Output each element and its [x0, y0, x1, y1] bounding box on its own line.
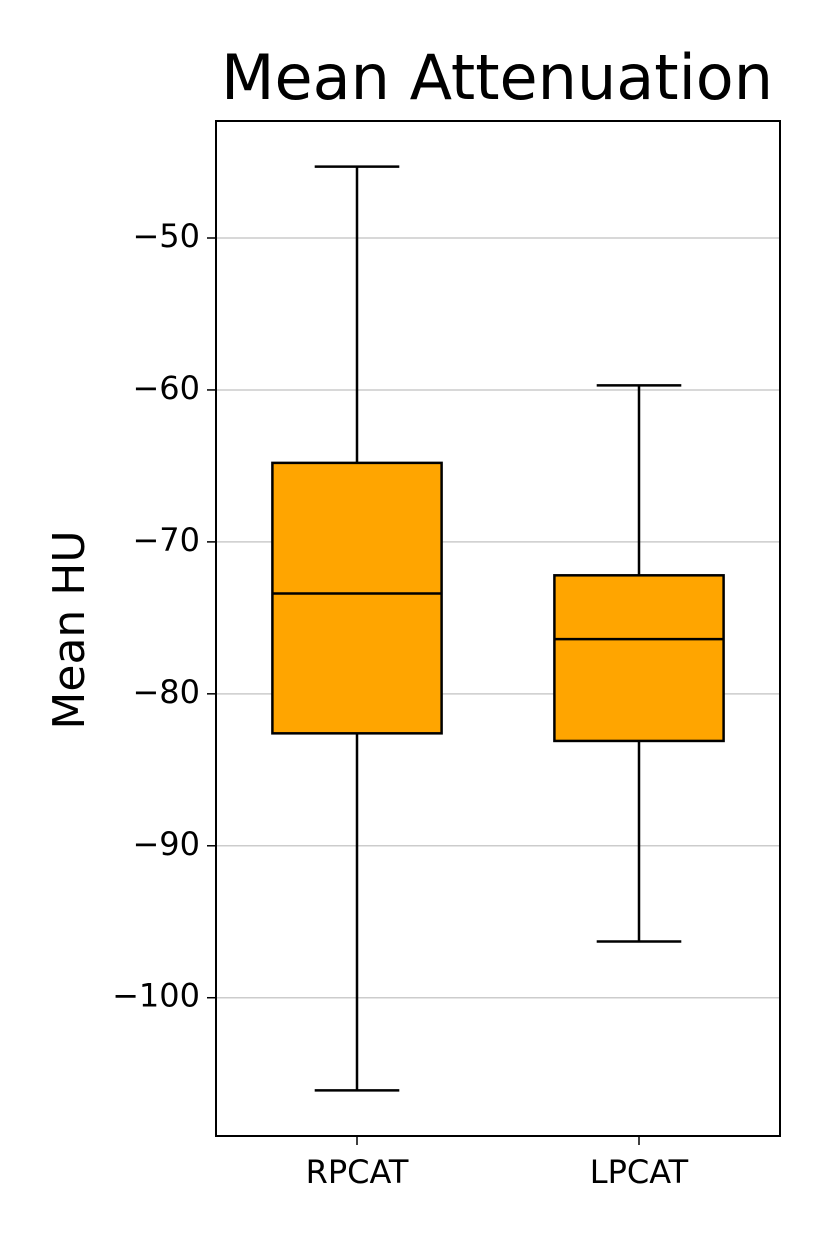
box [271, 461, 443, 735]
y-tick-label: −90 [132, 825, 200, 863]
y-tick-label: −100 [112, 977, 200, 1015]
chart-title: Mean Attenuation [221, 41, 773, 114]
x-tick-label: LPCAT [590, 1153, 689, 1191]
y-tick-label: −80 [132, 673, 200, 711]
plot-frame [215, 120, 781, 1137]
y-tick-label: −50 [132, 217, 200, 255]
y-tick-label: −70 [132, 521, 200, 559]
y-tick-label: −60 [132, 369, 200, 407]
x-tick-label: RPCAT [306, 1153, 409, 1191]
y-axis-label: Mean HU [44, 530, 95, 729]
box [553, 574, 725, 743]
